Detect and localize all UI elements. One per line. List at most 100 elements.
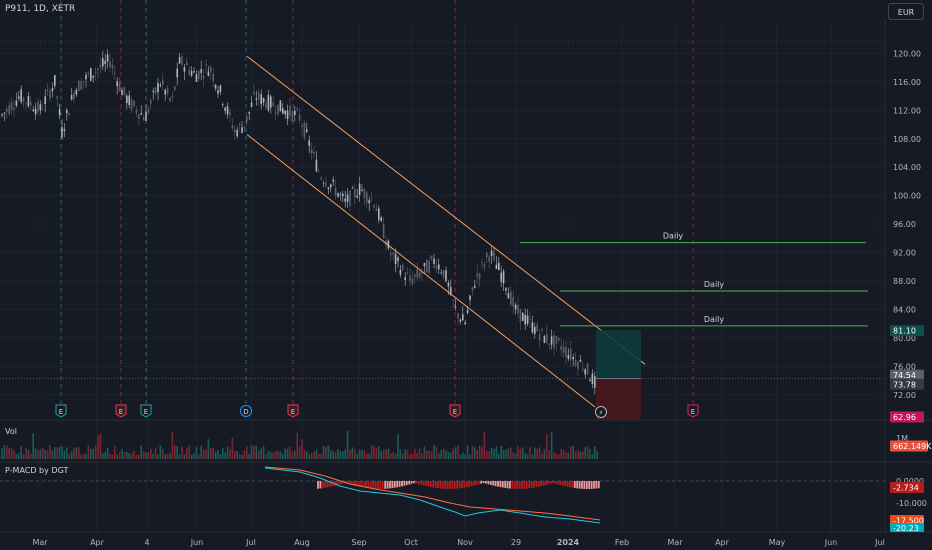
macd-histogram-bar [540, 481, 543, 487]
volume-bar [402, 453, 404, 459]
candle-body [13, 107, 15, 110]
volume-bar [404, 449, 406, 459]
macd-histogram-bar [403, 481, 406, 486]
long-position-tool[interactable] [596, 330, 641, 420]
currency-button[interactable]: EUR [888, 3, 924, 20]
volume-bar [409, 454, 411, 459]
volume-bar [217, 450, 219, 459]
macd-histogram-bar [509, 481, 511, 489]
volume-bar [198, 454, 200, 459]
volume-bar [454, 447, 457, 459]
volume-bar [178, 454, 181, 459]
candle-body [219, 85, 222, 92]
volume-value-label: 662.149K [893, 442, 932, 451]
candle-body [524, 314, 526, 325]
volume-bar [464, 454, 466, 459]
volume-bar [505, 449, 507, 459]
volume-bar [310, 453, 313, 459]
volume-bar [346, 431, 349, 459]
price-tick-label: 88.00 [893, 277, 916, 286]
candle-body [195, 74, 198, 82]
macd-histogram-bar [528, 481, 531, 489]
volume-bar [426, 450, 428, 459]
volume-bar [478, 445, 481, 459]
volume-bar [6, 445, 8, 459]
volume-bar [493, 448, 495, 459]
volume-bar [200, 445, 202, 459]
candle-body [505, 288, 507, 291]
candle-body [289, 105, 291, 116]
candle-body [330, 184, 332, 188]
volume-bar [3, 445, 6, 459]
volume-bar [54, 447, 56, 459]
macd-histogram-bar [374, 481, 377, 489]
macd-histogram-bar [597, 481, 600, 489]
volume-bar [90, 448, 92, 459]
candle-body [253, 91, 255, 95]
candle-body [102, 58, 104, 67]
candle-body [265, 103, 267, 108]
volume-bar [495, 446, 498, 459]
price-label-current-a-bg [890, 369, 924, 381]
candle-body [572, 357, 574, 360]
time-tick-label: Mar [32, 538, 48, 547]
signal-line [264, 466, 601, 521]
volume-bar [58, 447, 61, 459]
price-label-stop: 62.96 [893, 413, 916, 422]
candle-body [486, 252, 488, 258]
macd-histogram-bar [319, 481, 322, 489]
candle-body [236, 130, 238, 137]
volume-bar [565, 452, 567, 459]
volume-bar [356, 453, 358, 459]
macd-histogram-bar [523, 481, 526, 489]
price-axis[interactable]: 120.00 116.00 112.00 108.00 104.00 100.00 96.0… [0, 49, 924, 423]
macd-histogram-bar [473, 481, 475, 486]
daily-level-label: Daily [704, 315, 725, 324]
volume-bar [10, 448, 13, 459]
volume-bar [421, 453, 423, 459]
candle-body [406, 273, 409, 275]
candle-body [243, 126, 246, 129]
volume-bar [447, 451, 450, 459]
horizontal-lines[interactable]: Daily Daily Daily [520, 232, 868, 327]
candle-body [430, 255, 433, 259]
candle-body [37, 101, 39, 112]
event-markers[interactable]: E E E D E E E ⚡ [55, 404, 699, 418]
volume-bar [577, 450, 579, 459]
candle-body [92, 75, 94, 78]
candle-body [560, 346, 562, 350]
macd-histogram-bar [441, 481, 444, 489]
volume-bar [483, 431, 486, 459]
price-tick-label: 72.00 [893, 391, 916, 400]
macd-histogram-bar [480, 481, 483, 484]
candle-body [87, 72, 90, 75]
time-tick-label: Apr [90, 538, 105, 547]
volume-bar [361, 449, 363, 459]
candle-body [344, 198, 346, 202]
candle-body [471, 286, 474, 291]
candle-body [529, 318, 531, 321]
time-axis[interactable]: Mar Apr 4 Jun Jul Aug Sep Oct Nov 29 2024 Feb Mar Apr… [32, 538, 884, 547]
volume-bar [229, 448, 231, 459]
price-tick-label: 96.00 [893, 220, 916, 229]
volume-bar [152, 453, 154, 459]
volume-bar [406, 449, 409, 459]
candle-body [186, 62, 188, 66]
macd-histogram-bar [345, 481, 348, 484]
volume-bar [344, 449, 346, 459]
candle-body [498, 262, 500, 270]
symbol-title[interactable]: P911, 1D, XETR [5, 4, 76, 14]
price-tick-label: 104.00 [893, 163, 921, 172]
volume-bar [226, 446, 229, 459]
candle-body [318, 171, 320, 173]
candle-body [301, 124, 303, 128]
macd-histogram-bar [482, 481, 485, 484]
volume-bar [272, 452, 274, 459]
candle-body [555, 335, 558, 345]
trend-channel[interactable] [246, 55, 646, 408]
macd-histogram-bar [432, 481, 435, 488]
volume-bar [66, 447, 68, 459]
volume-bar [450, 452, 452, 459]
candle-body [579, 359, 582, 362]
